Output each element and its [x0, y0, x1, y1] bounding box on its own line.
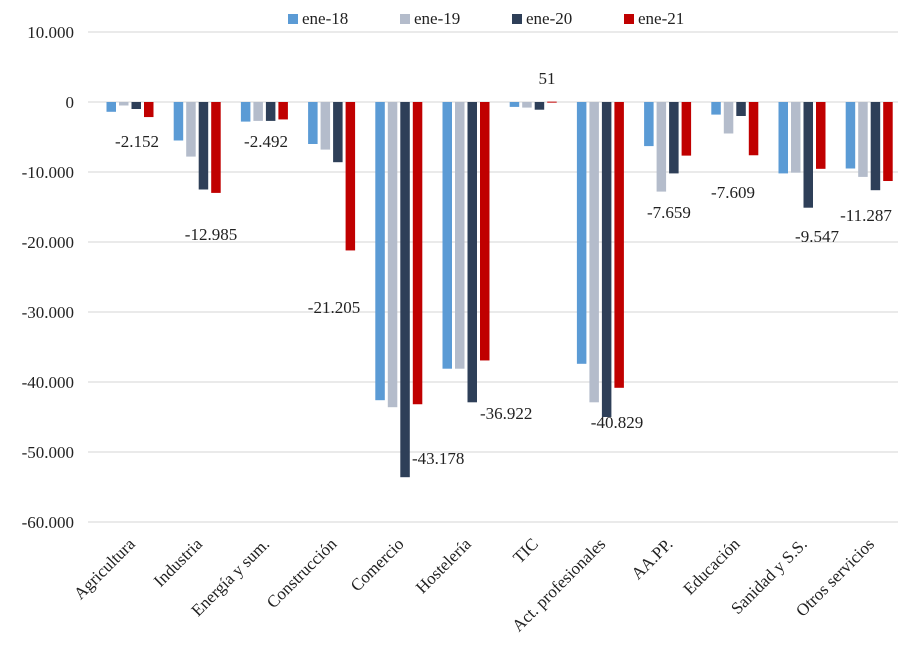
legend-label: ene-21 — [638, 9, 684, 28]
bar-ene-21 — [345, 102, 356, 251]
y-tick-label: -40.000 — [22, 373, 74, 392]
bar-ene-19 — [656, 102, 667, 192]
data-label-ene-21: -21.205 — [308, 298, 360, 317]
y-tick-label: -20.000 — [22, 233, 74, 252]
bar-ene-21 — [748, 102, 759, 156]
data-label-ene-21: -12.985 — [185, 225, 237, 244]
bar-ene-18 — [442, 102, 452, 369]
bar-ene-19 — [589, 102, 599, 403]
bar-ene-19 — [119, 102, 129, 106]
bar-ene-19 — [522, 102, 532, 108]
bar-ene-21 — [480, 102, 490, 361]
bar-ene-18 — [845, 102, 856, 169]
data-label-ene-21: -9.547 — [795, 227, 839, 246]
bar-ene-20 — [333, 102, 343, 163]
category-label: Hostelería — [412, 534, 475, 597]
bar-ene-19 — [723, 102, 734, 134]
bar-ene-20 — [198, 102, 209, 190]
bar-ene-20 — [534, 102, 545, 110]
bar-ene-20 — [870, 102, 881, 191]
bar-ene-18 — [778, 102, 788, 174]
legend-label: ene-20 — [526, 9, 572, 28]
legend-label: ene-18 — [302, 9, 348, 28]
data-labels: -2.152 -12.985 -2.492 -21.205 -43.178 -36.922… — [115, 69, 892, 468]
bars — [106, 101, 893, 478]
data-label-ene-21: -36.922 — [480, 404, 532, 423]
bar-ene-19 — [253, 102, 263, 121]
bar-ene-18 — [240, 102, 251, 122]
bar-ene-19 — [387, 102, 398, 408]
category-label: TIC — [509, 534, 542, 567]
bar-ene-21 — [278, 102, 288, 120]
y-tick-label: -60.000 — [22, 513, 74, 532]
bar-ene-19 — [455, 102, 465, 369]
legend-swatch-ene-21 — [624, 14, 634, 24]
y-tick-label: -50.000 — [22, 443, 74, 462]
bar-ene-20 — [803, 102, 813, 208]
bar-ene-20 — [601, 102, 612, 417]
category-label: Agricultura — [70, 534, 139, 603]
bar-ene-18 — [308, 102, 318, 144]
bar-ene-18 — [576, 102, 587, 364]
bar-ene-19 — [186, 102, 196, 157]
data-label-ene-21: -2.492 — [244, 132, 288, 151]
bar-ene-18 — [173, 102, 184, 141]
y-tick-label: 0 — [66, 93, 75, 112]
bar-ene-21 — [144, 102, 154, 118]
legend-label: ene-19 — [414, 9, 460, 28]
bar-ene-18 — [644, 102, 654, 147]
y-tick-label: -30.000 — [22, 303, 74, 322]
legend: ene-18 ene-19 ene-20 ene-21 — [288, 9, 684, 28]
category-label: AA.PP. — [628, 534, 677, 583]
data-label-ene-21: 51 — [539, 69, 556, 88]
legend-swatch-ene-20 — [512, 14, 522, 24]
bar-ene-19 — [791, 102, 801, 173]
bar-ene-21 — [681, 102, 692, 156]
bar-ene-20 — [669, 102, 679, 174]
bar-ene-20 — [467, 102, 477, 403]
bar-ene-20 — [131, 102, 141, 109]
data-label-ene-21: -40.829 — [591, 413, 643, 432]
y-tick-label: 10.000 — [27, 23, 74, 42]
legend-swatch-ene-19 — [400, 14, 410, 24]
bar-ene-20 — [736, 102, 746, 116]
category-label: Industria — [150, 534, 206, 590]
bar-ene-21 — [547, 101, 557, 103]
bar-ene-21 — [211, 102, 221, 193]
category-label: Comercio — [347, 534, 408, 595]
bar-ene-19 — [858, 102, 868, 177]
y-axis-ticks: 10.000 0 -10.000 -20.000 -30.000 -40.000 -50.0… — [22, 23, 74, 532]
bar-ene-21 — [883, 102, 893, 182]
bar-ene-21 — [614, 102, 624, 388]
bar-ene-21 — [816, 102, 826, 169]
category-label: Educación — [679, 534, 744, 599]
data-label-ene-21: -7.659 — [647, 203, 691, 222]
y-tick-label: -10.000 — [22, 163, 74, 182]
bar-ene-18 — [711, 102, 721, 115]
bar-ene-18 — [106, 102, 116, 112]
bar-ene-19 — [320, 102, 331, 150]
data-label-ene-21: -43.178 — [412, 449, 464, 468]
data-label-ene-21: -2.152 — [115, 132, 159, 151]
legend-swatch-ene-18 — [288, 14, 298, 24]
bar-ene-20 — [400, 102, 410, 478]
bar-ene-20 — [265, 102, 276, 121]
bar-ene-21 — [412, 102, 423, 405]
data-label-ene-21: -11.287 — [840, 206, 892, 225]
bar-ene-18 — [375, 102, 385, 401]
data-label-ene-21: -7.609 — [711, 183, 755, 202]
gridlines — [88, 31, 898, 523]
bar-ene-18 — [509, 102, 520, 107]
category-label: Construcción — [263, 534, 341, 612]
